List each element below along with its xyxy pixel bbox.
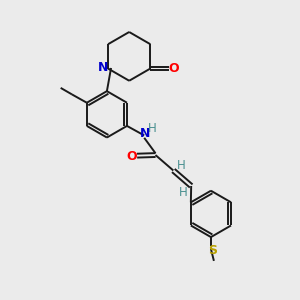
- Text: H: H: [177, 159, 186, 172]
- Text: O: O: [169, 62, 179, 75]
- Text: N: N: [140, 128, 151, 140]
- Text: S: S: [208, 244, 217, 257]
- Text: O: O: [126, 150, 137, 163]
- Text: H: H: [148, 122, 157, 135]
- Text: H: H: [178, 186, 187, 199]
- Text: N: N: [98, 61, 108, 74]
